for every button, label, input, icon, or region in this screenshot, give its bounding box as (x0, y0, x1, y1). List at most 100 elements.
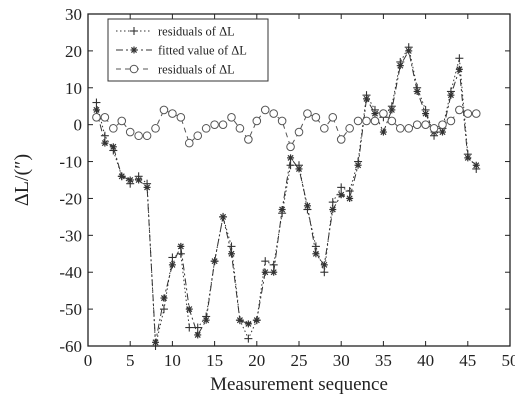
series-2-point (202, 125, 210, 133)
series-1-point (296, 165, 303, 172)
y-tick-label: -20 (59, 189, 82, 208)
series-2-point (93, 113, 101, 121)
series-2-point (396, 125, 404, 133)
x-tick-label: 5 (126, 351, 135, 370)
series-2-point (185, 139, 193, 147)
series-1-point (236, 317, 243, 324)
series-1-point (110, 143, 117, 150)
series-1-point (380, 129, 387, 136)
y-tick-label: 0 (74, 116, 83, 135)
series-1-point (245, 320, 252, 327)
series-1-point (397, 62, 404, 69)
series-1-point (169, 261, 176, 268)
series-1-point (422, 110, 429, 117)
series-2-point (472, 110, 480, 118)
series-2-point (464, 110, 472, 118)
series-2-point (380, 110, 388, 118)
series-1-point (447, 92, 454, 99)
series-2-point (329, 113, 337, 121)
series-2-point (261, 106, 269, 114)
series-1-point (135, 177, 142, 184)
series-1-point (144, 184, 151, 191)
series-2-point (312, 113, 320, 121)
series-1-point (405, 47, 412, 54)
series-2-point (160, 106, 168, 114)
series-2-point (337, 136, 345, 144)
y-tick-label: 10 (65, 79, 82, 98)
x-tick-label: 15 (206, 351, 223, 370)
series-2-point (152, 125, 160, 133)
series-1-point (186, 306, 193, 313)
series-2-point (304, 110, 312, 118)
series-2-point (270, 110, 278, 118)
series-2-point (287, 143, 295, 151)
series-1-point (312, 250, 319, 257)
series-1-point (203, 317, 210, 324)
legend: residuals of ΔL fitted value of ΔL residua… (108, 19, 268, 81)
series-2-point (430, 125, 438, 133)
x-tick-label: 45 (459, 351, 476, 370)
series-1-point (93, 106, 100, 113)
series-1-point (177, 243, 184, 250)
x-tick-label: 40 (417, 351, 434, 370)
series-1-point (346, 195, 353, 202)
series-2-point (135, 132, 143, 140)
series-1-point (279, 206, 286, 213)
series-2-point (295, 128, 303, 136)
x-tick-label: 35 (375, 351, 392, 370)
series-1-point (262, 269, 269, 276)
series-2-point (177, 113, 185, 121)
legend-label: residuals of ΔL (158, 25, 235, 39)
series-2-point (253, 117, 261, 125)
series-2-point (101, 113, 109, 121)
series-1-point (160, 295, 167, 302)
series-2-point (118, 117, 126, 125)
series-2-point (278, 117, 286, 125)
y-tick-label: 30 (65, 5, 82, 24)
series-1-point (464, 154, 471, 161)
x-tick-label: 0 (84, 351, 93, 370)
series-2-point (110, 125, 118, 133)
y-axis-label: ΔL/(″) (11, 154, 33, 206)
legend-label: residuals of ΔL (158, 63, 235, 77)
y-tick-label: -60 (59, 337, 82, 356)
legend-swatch-marker (131, 47, 138, 54)
x-axis-label: Measurement sequence (210, 374, 388, 395)
series-1-point (338, 191, 345, 198)
series-2-point (456, 106, 464, 114)
series-2-point (194, 132, 202, 140)
series-1-point (388, 106, 395, 113)
x-tick-label: 30 (333, 351, 350, 370)
series-1-point (321, 261, 328, 268)
series-1-point (456, 66, 463, 73)
series-2-point (245, 136, 253, 144)
x-tick-label: 20 (248, 351, 265, 370)
series-1-point (414, 88, 421, 95)
series-2-point (346, 125, 354, 133)
series-1-point (220, 213, 227, 220)
series-1-point (371, 110, 378, 117)
series-1-point (363, 95, 370, 102)
series-1-point (287, 154, 294, 161)
series-2-point (211, 121, 219, 129)
series-2-point (126, 128, 134, 136)
series-1-point (270, 269, 277, 276)
series-1-point (473, 162, 480, 169)
series-2-point (388, 117, 396, 125)
series-1-point (101, 140, 108, 147)
x-tick-label: 50 (502, 351, 515, 370)
series-1-point (228, 250, 235, 257)
series-2-point (169, 110, 177, 118)
series-2-point (236, 125, 244, 133)
series-1-point (127, 177, 134, 184)
y-tick-label: -40 (59, 263, 82, 282)
y-tick-label: -30 (59, 226, 82, 245)
legend-swatch-marker (130, 65, 138, 73)
series-2-point (439, 121, 447, 129)
y-tick-label: 20 (65, 42, 82, 61)
legend-label: fitted value of ΔL (158, 44, 247, 58)
series-1-point (194, 331, 201, 338)
y-tick-label: -50 (59, 300, 82, 319)
